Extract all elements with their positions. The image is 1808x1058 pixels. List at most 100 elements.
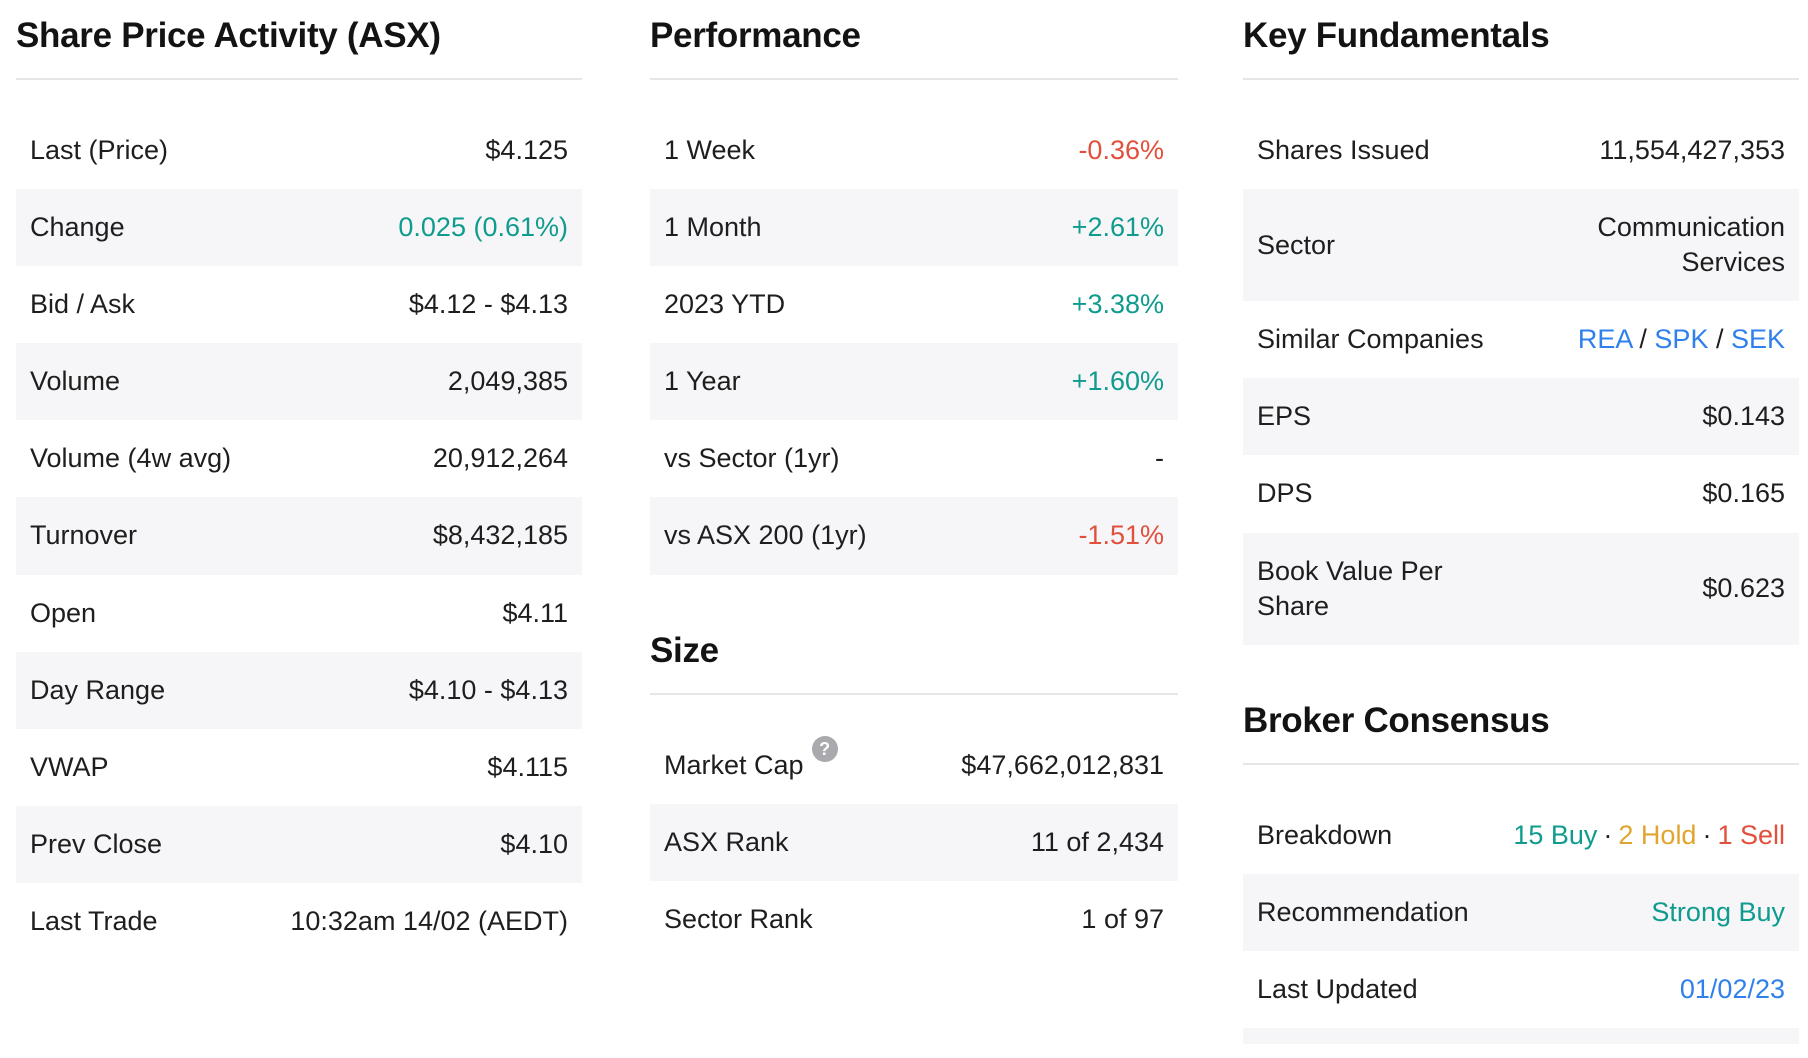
- row-sector: Sector Communication Services: [1243, 189, 1799, 302]
- row-prev-close: Prev Close $4.10: [16, 805, 582, 883]
- last-updated-link[interactable]: 01/02/23: [1679, 973, 1785, 1004]
- broker-consensus-heading: Broker Consensus: [1243, 701, 1799, 765]
- row-label: Book Value Per Share: [1257, 555, 1443, 621]
- row-value: +2.61%: [1071, 212, 1164, 243]
- share-price-activity-table: Last (Price) $4.125 Change 0.025 (0.61%)…: [16, 112, 582, 960]
- row-label: Sector Rank: [664, 903, 813, 934]
- row-shares-issued: Shares Issued 11,554,427,353: [1243, 112, 1799, 189]
- row-vs-asx200: vs ASX 200 (1yr) -1.51%: [650, 497, 1178, 575]
- row-label: 2023 YTD: [664, 289, 786, 320]
- row-book-value: Book Value Per Share $0.623: [1243, 532, 1799, 645]
- row-last-trade: Last Trade 10:32am 14/02 (AEDT): [16, 883, 582, 960]
- row-change: Change 0.025 (0.61%): [16, 189, 582, 267]
- row-value: $0.143: [1702, 401, 1785, 432]
- row-label: Similar Companies: [1257, 324, 1484, 355]
- row-value: $0.165: [1702, 478, 1785, 509]
- row-value: $4.115: [487, 751, 568, 782]
- row-value: $4.125: [485, 135, 568, 165]
- row-value: +1.60%: [1071, 366, 1164, 397]
- link-separator: /: [1631, 324, 1655, 355]
- row-value: $47,662,012,831: [961, 749, 1164, 780]
- row-label: Sector: [1257, 229, 1336, 260]
- sell-count: 1 Sell: [1717, 819, 1785, 850]
- row-sector-rank: Sector Rank 1 of 97: [650, 881, 1178, 958]
- row-vwap: VWAP $4.115: [16, 729, 582, 806]
- hold-count: 2 Hold: [1618, 819, 1697, 850]
- row-label: Breakdown: [1257, 819, 1393, 850]
- row-asx-rank: ASX Rank 11 of 2,434: [650, 803, 1178, 881]
- similar-company-link-rea[interactable]: REA: [1577, 324, 1632, 355]
- key-fundamentals-heading: Key Fundamentals: [1243, 16, 1799, 80]
- row-label: 1 Week: [664, 135, 756, 165]
- key-fundamentals-section: Key Fundamentals Shares Issued 11,554,42…: [1243, 16, 1799, 1045]
- share-price-activity-section: Share Price Activity (ASX) Last (Price) …: [16, 16, 582, 960]
- clipped-row: [1243, 1028, 1799, 1045]
- row-similar-companies: Similar Companies REA / SPK / SEK: [1243, 301, 1799, 378]
- row-value: +3.38%: [1071, 289, 1164, 320]
- row-label: Day Range: [30, 674, 166, 705]
- row-value: $4.12 - $4.13: [408, 289, 568, 320]
- row-label: Volume: [30, 366, 121, 397]
- row-value: -0.36%: [1078, 135, 1164, 165]
- row-label: EPS: [1257, 401, 1312, 432]
- key-fundamentals-table: Shares Issued 11,554,427,353 Sector Comm…: [1243, 112, 1799, 645]
- dot-separator: ·: [1603, 819, 1613, 850]
- row-value: 10:32am 14/02 (AEDT): [290, 905, 568, 936]
- row-label: Turnover: [30, 520, 138, 551]
- row-label: Market Cap?: [664, 735, 838, 783]
- row-last-price: Last (Price) $4.125: [16, 112, 582, 189]
- row-label: Shares Issued: [1257, 135, 1430, 165]
- row-label: Volume (4w avg): [30, 443, 232, 474]
- row-value: 15 Buy · 2 Hold · 1 Sell: [1513, 818, 1785, 853]
- row-volume: Volume 2,049,385: [16, 343, 582, 421]
- row-dps: DPS $0.165: [1243, 455, 1799, 532]
- row-1-week: 1 Week -0.36%: [650, 112, 1178, 189]
- row-turnover: Turnover $8,432,185: [16, 497, 582, 575]
- dot-separator: ·: [1702, 819, 1712, 850]
- row-label: Bid / Ask: [30, 289, 136, 320]
- row-vs-sector: vs Sector (1yr) -: [650, 420, 1178, 497]
- row-value: $0.623: [1702, 573, 1785, 604]
- row-value: $4.11: [502, 597, 568, 628]
- row-label: vs ASX 200 (1yr): [664, 520, 867, 551]
- broker-consensus-table: Breakdown 15 Buy · 2 Hold · 1 Sell Recommend…: [1243, 797, 1799, 1045]
- row-day-range: Day Range $4.10 - $4.13: [16, 651, 582, 729]
- row-label: DPS: [1257, 478, 1313, 509]
- share-price-activity-heading: Share Price Activity (ASX): [16, 16, 582, 80]
- row-value: 20,912,264: [432, 443, 568, 474]
- row-label: VWAP: [30, 751, 109, 782]
- row-label: Last Trade: [30, 905, 158, 936]
- row-value: 11 of 2,434: [1030, 826, 1164, 857]
- help-icon[interactable]: ?: [811, 735, 838, 762]
- row-label: Last (Price): [30, 135, 169, 165]
- performance-section: Performance 1 Week -0.36% 1 Month +2.61%…: [650, 16, 1178, 958]
- row-market-cap: Market Cap? $47,662,012,831: [650, 727, 1178, 804]
- performance-heading: Performance: [650, 16, 1178, 80]
- row-value: REA / SPK / SEK: [1578, 322, 1785, 357]
- link-separator: /: [1708, 324, 1731, 355]
- similar-company-link-spk[interactable]: SPK: [1654, 324, 1709, 355]
- row-label: 1 Year: [664, 366, 741, 397]
- row-open: Open $4.11: [16, 575, 582, 652]
- row-eps: EPS $0.143: [1243, 378, 1799, 456]
- row-1-month: 1 Month +2.61%: [650, 189, 1178, 267]
- row-value: $4.10 - $4.13: [408, 674, 568, 705]
- buy-count: 15 Buy: [1513, 819, 1598, 850]
- row-label: 1 Month: [664, 212, 762, 243]
- row-label: vs Sector (1yr): [664, 443, 840, 474]
- row-value: -: [1155, 443, 1164, 474]
- row-bid-ask: Bid / Ask $4.12 - $4.13: [16, 266, 582, 343]
- row-value: 2,049,385: [447, 366, 568, 397]
- row-ytd: 2023 YTD +3.38%: [650, 266, 1178, 343]
- row-label: Open: [30, 597, 97, 628]
- row-value: 1 of 97: [1081, 903, 1164, 934]
- row-label: Last Updated: [1257, 973, 1418, 1004]
- row-label: ASX Rank: [664, 826, 789, 857]
- row-last-updated: Last Updated 01/02/23: [1243, 951, 1799, 1028]
- market-cap-label: Market Cap: [664, 749, 804, 780]
- row-value: 11,554,427,353: [1599, 135, 1785, 165]
- row-1-year: 1 Year +1.60%: [650, 343, 1178, 421]
- similar-company-link-sek[interactable]: SEK: [1730, 324, 1785, 355]
- row-value: $8,432,185: [432, 520, 568, 551]
